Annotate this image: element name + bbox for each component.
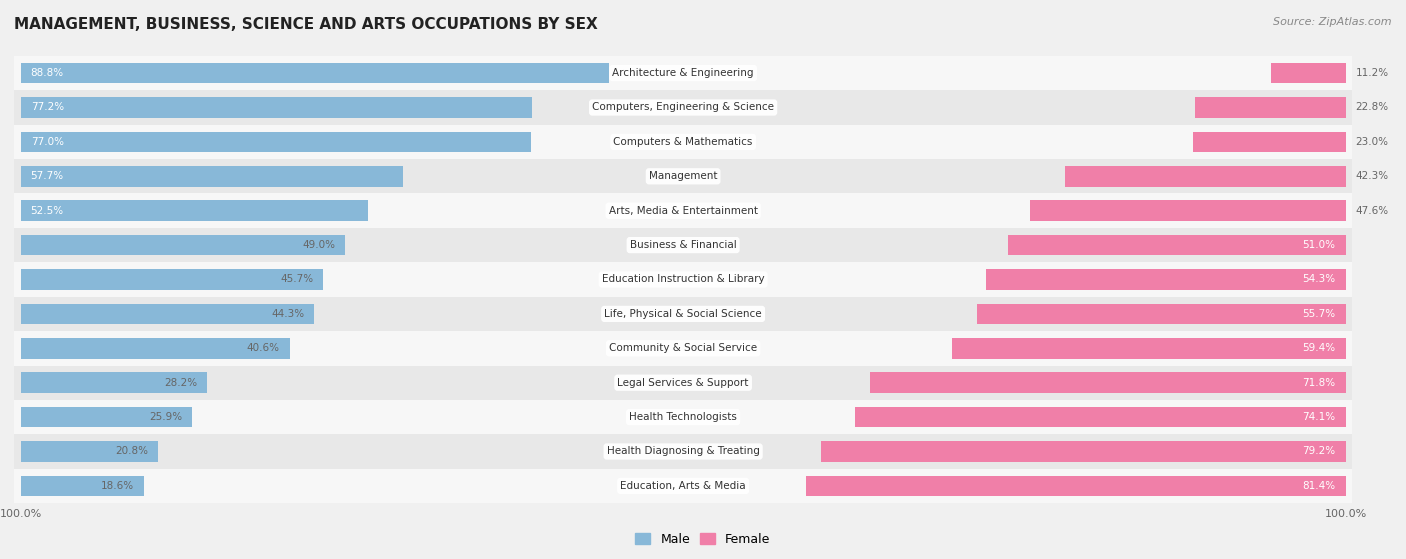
Bar bbox=[1271, 63, 1346, 83]
Bar bbox=[21, 63, 609, 83]
Text: 57.7%: 57.7% bbox=[31, 171, 63, 181]
Text: 59.4%: 59.4% bbox=[1302, 343, 1336, 353]
Text: 71.8%: 71.8% bbox=[1302, 378, 1336, 388]
Bar bbox=[870, 372, 1346, 393]
Text: 23.0%: 23.0% bbox=[1355, 137, 1389, 147]
Bar bbox=[807, 476, 1346, 496]
Bar bbox=[952, 338, 1346, 359]
Text: Source: ZipAtlas.com: Source: ZipAtlas.com bbox=[1274, 17, 1392, 27]
Text: Community & Social Service: Community & Social Service bbox=[609, 343, 758, 353]
Bar bbox=[21, 304, 314, 324]
Text: 28.2%: 28.2% bbox=[165, 378, 198, 388]
Bar bbox=[1066, 166, 1346, 187]
Bar bbox=[977, 304, 1346, 324]
Bar bbox=[21, 131, 531, 152]
Text: 74.1%: 74.1% bbox=[1302, 412, 1336, 422]
Bar bbox=[21, 476, 143, 496]
Bar bbox=[986, 269, 1346, 290]
Text: 88.8%: 88.8% bbox=[31, 68, 63, 78]
Bar bbox=[1031, 200, 1346, 221]
Bar bbox=[14, 228, 1353, 262]
Bar bbox=[1194, 131, 1346, 152]
Bar bbox=[14, 262, 1353, 297]
Text: Business & Financial: Business & Financial bbox=[630, 240, 737, 250]
Bar bbox=[21, 200, 368, 221]
Legend: Male, Female: Male, Female bbox=[630, 528, 776, 551]
Bar bbox=[14, 125, 1353, 159]
Bar bbox=[1008, 235, 1346, 255]
Text: MANAGEMENT, BUSINESS, SCIENCE AND ARTS OCCUPATIONS BY SEX: MANAGEMENT, BUSINESS, SCIENCE AND ARTS O… bbox=[14, 17, 598, 32]
Bar bbox=[14, 91, 1353, 125]
Text: 51.0%: 51.0% bbox=[1302, 240, 1336, 250]
Bar bbox=[14, 366, 1353, 400]
Bar bbox=[821, 441, 1346, 462]
Text: 18.6%: 18.6% bbox=[101, 481, 134, 491]
Bar bbox=[14, 56, 1353, 91]
Text: Arts, Media & Entertainment: Arts, Media & Entertainment bbox=[609, 206, 758, 216]
Text: 44.3%: 44.3% bbox=[271, 309, 304, 319]
Text: Life, Physical & Social Science: Life, Physical & Social Science bbox=[605, 309, 762, 319]
Bar bbox=[14, 400, 1353, 434]
Bar bbox=[21, 338, 290, 359]
Text: 49.0%: 49.0% bbox=[302, 240, 336, 250]
Text: 40.6%: 40.6% bbox=[246, 343, 280, 353]
Bar bbox=[14, 331, 1353, 366]
Bar bbox=[21, 441, 159, 462]
Text: 45.7%: 45.7% bbox=[280, 274, 314, 285]
Text: Legal Services & Support: Legal Services & Support bbox=[617, 378, 749, 388]
Text: 77.0%: 77.0% bbox=[31, 137, 63, 147]
Text: Computers, Engineering & Science: Computers, Engineering & Science bbox=[592, 102, 775, 112]
Bar bbox=[21, 269, 323, 290]
Bar bbox=[1195, 97, 1346, 118]
Text: 77.2%: 77.2% bbox=[31, 102, 63, 112]
Text: 47.6%: 47.6% bbox=[1355, 206, 1389, 216]
Text: Education Instruction & Library: Education Instruction & Library bbox=[602, 274, 765, 285]
Text: 52.5%: 52.5% bbox=[31, 206, 63, 216]
Text: Architecture & Engineering: Architecture & Engineering bbox=[613, 68, 754, 78]
Text: 42.3%: 42.3% bbox=[1355, 171, 1389, 181]
Text: 54.3%: 54.3% bbox=[1302, 274, 1336, 285]
Bar bbox=[21, 372, 208, 393]
Text: 20.8%: 20.8% bbox=[115, 447, 149, 457]
Bar bbox=[14, 159, 1353, 193]
Text: 79.2%: 79.2% bbox=[1302, 447, 1336, 457]
Text: 81.4%: 81.4% bbox=[1302, 481, 1336, 491]
Text: Education, Arts & Media: Education, Arts & Media bbox=[620, 481, 747, 491]
Bar bbox=[14, 434, 1353, 468]
Text: Computers & Mathematics: Computers & Mathematics bbox=[613, 137, 752, 147]
Bar bbox=[14, 297, 1353, 331]
Bar bbox=[14, 193, 1353, 228]
Text: 55.7%: 55.7% bbox=[1302, 309, 1336, 319]
Bar bbox=[21, 97, 531, 118]
Text: 11.2%: 11.2% bbox=[1355, 68, 1389, 78]
Text: 22.8%: 22.8% bbox=[1355, 102, 1389, 112]
Text: Management: Management bbox=[650, 171, 717, 181]
Bar bbox=[21, 166, 404, 187]
Text: Health Technologists: Health Technologists bbox=[630, 412, 737, 422]
Bar bbox=[14, 468, 1353, 503]
Bar bbox=[21, 407, 193, 428]
Bar bbox=[21, 235, 346, 255]
Text: 25.9%: 25.9% bbox=[149, 412, 183, 422]
Text: Health Diagnosing & Treating: Health Diagnosing & Treating bbox=[607, 447, 759, 457]
Bar bbox=[855, 407, 1346, 428]
